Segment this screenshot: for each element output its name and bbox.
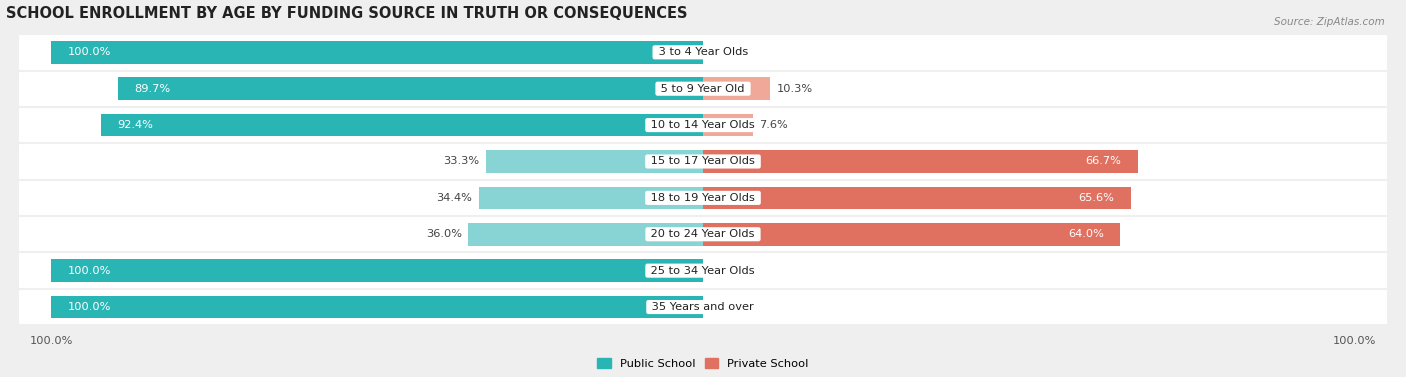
- Text: 5 to 9 Year Old: 5 to 9 Year Old: [658, 84, 748, 94]
- Bar: [18, 34, 1388, 70]
- Text: 18 to 19 Year Olds: 18 to 19 Year Olds: [647, 193, 759, 203]
- Bar: [703, 150, 1137, 173]
- Bar: [18, 70, 1388, 107]
- Text: 33.3%: 33.3%: [443, 156, 479, 167]
- Bar: [18, 216, 1388, 253]
- Text: 65.6%: 65.6%: [1078, 193, 1115, 203]
- Bar: [101, 114, 703, 136]
- Bar: [468, 223, 703, 245]
- Bar: [703, 114, 752, 136]
- Text: 10 to 14 Year Olds: 10 to 14 Year Olds: [647, 120, 759, 130]
- Bar: [18, 143, 1388, 180]
- Text: 20 to 24 Year Olds: 20 to 24 Year Olds: [647, 229, 759, 239]
- Text: 92.4%: 92.4%: [117, 120, 153, 130]
- Text: 25 to 34 Year Olds: 25 to 34 Year Olds: [647, 266, 759, 276]
- Bar: [51, 259, 703, 282]
- Text: 35 Years and over: 35 Years and over: [648, 302, 758, 312]
- Text: 34.4%: 34.4%: [436, 193, 472, 203]
- Text: Source: ZipAtlas.com: Source: ZipAtlas.com: [1274, 17, 1385, 27]
- Bar: [703, 187, 1130, 209]
- Bar: [18, 253, 1388, 289]
- Text: 7.6%: 7.6%: [759, 120, 787, 130]
- Text: 100.0%: 100.0%: [67, 48, 111, 57]
- Bar: [486, 150, 703, 173]
- Legend: Public School, Private School: Public School, Private School: [593, 354, 813, 373]
- Bar: [51, 296, 703, 318]
- Text: 66.7%: 66.7%: [1085, 156, 1122, 167]
- Text: 64.0%: 64.0%: [1069, 229, 1104, 239]
- Bar: [479, 187, 703, 209]
- Text: 100.0%: 100.0%: [67, 302, 111, 312]
- Bar: [703, 223, 1121, 245]
- Bar: [51, 41, 703, 64]
- Text: 15 to 17 Year Olds: 15 to 17 Year Olds: [647, 156, 759, 167]
- Bar: [18, 180, 1388, 216]
- Bar: [118, 77, 703, 100]
- Text: 10.3%: 10.3%: [776, 84, 813, 94]
- Bar: [18, 289, 1388, 325]
- Text: SCHOOL ENROLLMENT BY AGE BY FUNDING SOURCE IN TRUTH OR CONSEQUENCES: SCHOOL ENROLLMENT BY AGE BY FUNDING SOUR…: [6, 6, 688, 21]
- Bar: [18, 107, 1388, 143]
- Text: 36.0%: 36.0%: [426, 229, 461, 239]
- Text: 89.7%: 89.7%: [135, 84, 170, 94]
- Text: 3 to 4 Year Olds: 3 to 4 Year Olds: [655, 48, 751, 57]
- Text: 100.0%: 100.0%: [67, 266, 111, 276]
- Bar: [703, 77, 770, 100]
